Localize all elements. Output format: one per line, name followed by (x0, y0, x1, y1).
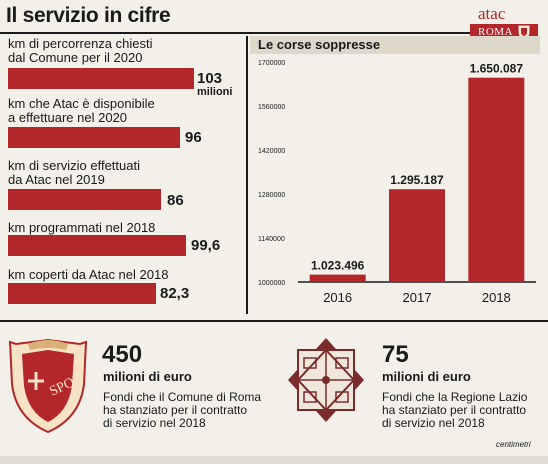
figure-bar-4 (8, 283, 156, 304)
y-tick-label: 1000000 (258, 280, 285, 287)
y-tick-label: 1700000 (258, 60, 285, 67)
figure-label-1: km che Atac è disponibile a effettuare n… (8, 96, 155, 125)
section-divider (0, 320, 548, 322)
figure-label-4: km coperti da Atac nel 2018 (8, 267, 169, 282)
figure-bar-2 (8, 189, 161, 210)
funding-unit-0: milioni di euro (103, 369, 192, 384)
atac-logo-text: atac (478, 4, 506, 23)
credit: centimetri (496, 440, 531, 449)
figure-value-0: 103 (197, 70, 223, 87)
lazio-emblem-icon (288, 338, 364, 422)
y-tick-label: 1560000 (258, 104, 285, 111)
funding-unit-1: milioni di euro (382, 369, 471, 384)
y-tick-label: 1140000 (258, 236, 285, 243)
column-divider (246, 36, 248, 314)
figure-value-1: 96 (185, 129, 202, 146)
x-tick-label-2018: 2018 (482, 290, 511, 305)
funding-text-1: Fondi che la Regione Lazio ha stanziato … (382, 390, 528, 430)
funding-amount-1: 75 (382, 341, 409, 368)
x-tick-label-2017: 2017 (403, 290, 432, 305)
figure-bar-0 (8, 68, 194, 89)
figure-label-2: km di servizio effettuati da Atac nel 20… (8, 158, 140, 187)
y-tick-label: 1420000 (258, 148, 285, 155)
figure-value-2: 86 (167, 192, 184, 209)
figure-label-3: km programmati nel 2018 (8, 220, 156, 235)
bar-2017 (389, 189, 445, 282)
bar-2016 (309, 274, 366, 282)
bar-2018 (468, 77, 525, 282)
chart-title: Le corse soppresse (258, 37, 381, 52)
title-rule (0, 32, 470, 34)
x-tick-label-2016: 2016 (323, 290, 352, 305)
figure-bar-3 (8, 235, 186, 256)
page-title: Il servizio in cifre (6, 4, 171, 27)
atac-logo-city: ROMA (478, 26, 514, 38)
figure-value-4: 82,3 (160, 285, 190, 302)
figure-label-0: km di percorrenza chiesti dal Comune per… (8, 36, 153, 65)
chart-title-band: Le corse soppresse (250, 36, 540, 54)
figure-bar-1 (8, 127, 180, 148)
figure-value-3: 99,6 (191, 237, 221, 254)
data-label-2017: 1.295.187 (390, 173, 444, 187)
data-label-2016: 1.023.496 (311, 259, 365, 273)
funding-text-0: Fondi che il Comune di Roma ha stanziato… (103, 390, 262, 430)
funding-amount-0: 450 (102, 341, 143, 368)
roma-shield-icon: SPQR (8, 338, 88, 434)
chart-corse-soppresse: 1000000 1140000 1280000 1420000 1560000 17000… (258, 60, 536, 305)
data-label-2018: 1.650.087 (470, 62, 524, 76)
footer-strip (0, 456, 548, 464)
figure-unit: milioni (197, 86, 233, 98)
y-tick-label: 1280000 (258, 192, 285, 199)
